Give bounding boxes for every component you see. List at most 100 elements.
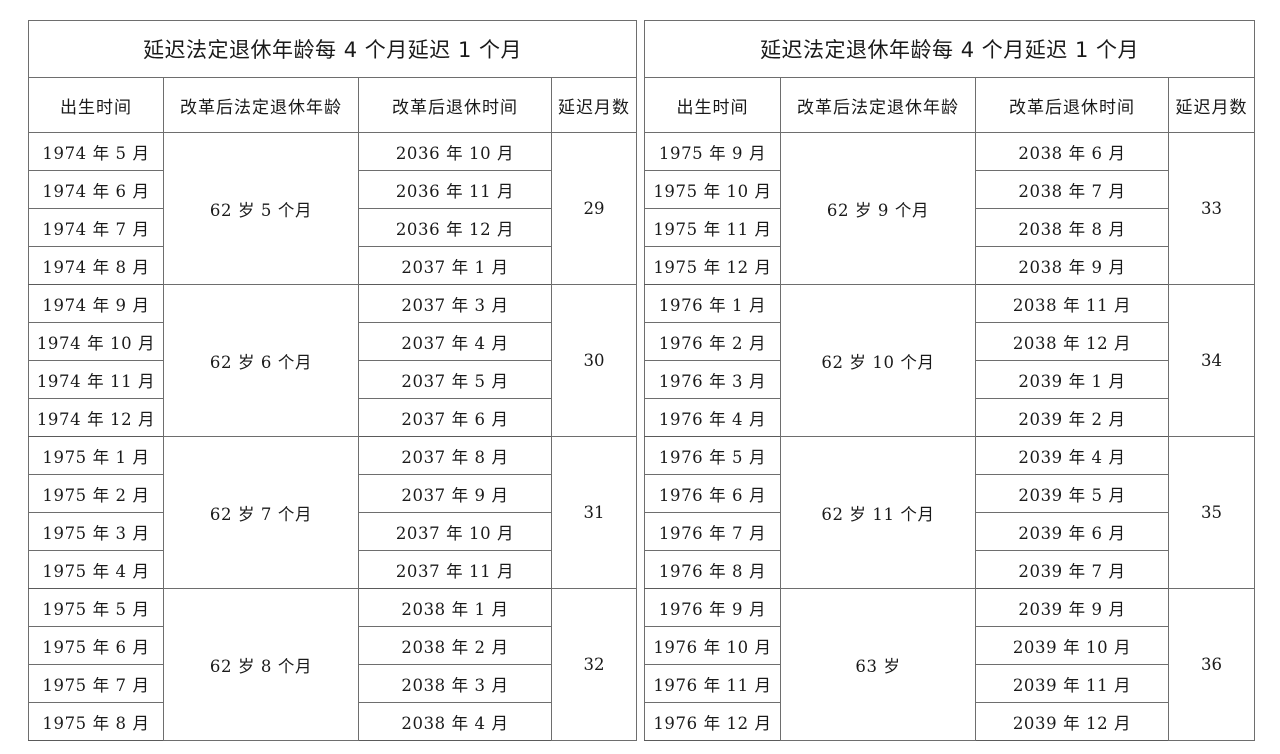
table-title: 延迟法定退休年龄每 4 个月延迟 1 个月 [27,20,638,78]
cell-birth-date: 1975 年 7 月 [28,664,164,703]
cell-retirement-date: 2037 年 1 月 [358,246,552,285]
table-row: 1974 年 6 月 2036 年 11 月 [28,170,637,209]
table-row: 1974 年 7 月 2036 年 12 月 [28,208,637,247]
cell-birth-date: 1976 年 10 月 [644,626,781,665]
cell-retirement-date: 2039 年 5 月 [975,474,1169,513]
table-row: 1975 年 7 月 2038 年 3 月 [28,664,637,703]
table-row: 1975 年 2 月 2037 年 9 月 [28,474,637,513]
table-row: 1976 年 8 月 2039 年 7 月 [644,550,1255,589]
cell-retirement-date: 2037 年 6 月 [358,398,552,437]
cell-retirement-age: 62 岁 10 个月 [780,284,976,437]
table-row: 1976 年 9 月 63 岁 2039 年 9 月 36 [644,588,1256,741]
cell-retirement-date: 2038 年 2 月 [358,626,552,665]
table-row: 1975 年 9 月 62 岁 9 个月 2038 年 6 月 33 [644,132,1256,285]
cell-retirement-date: 2038 年 11 月 [975,284,1169,323]
cell-birth-date: 1976 年 9 月 [644,588,781,627]
cell-birth-date: 1976 年 1 月 [644,284,781,323]
cell-birth-date: 1976 年 7 月 [644,512,781,551]
cell-retirement-age: 62 岁 9 个月 [780,132,976,285]
cell-retirement-date: 2038 年 7 月 [975,170,1169,209]
cell-birth-date: 1975 年 10 月 [644,170,781,209]
cell-retirement-date: 2037 年 4 月 [358,322,552,361]
table-row: 1976 年 1 月 62 岁 10 个月 2038 年 11 月 34 [644,284,1256,437]
column-header-birth-date: 出生时间 [644,77,781,133]
cell-retirement-age: 62 岁 6 个月 [163,284,359,437]
cell-delay-months: 30 [550,284,638,437]
table-row: 1976 年 5 月 62 岁 11 个月 2039 年 4 月 35 [644,436,1256,589]
table-title-row: 延迟法定退休年龄每 4 个月延迟 1 个月 [643,20,1256,78]
cell-birth-date: 1976 年 2 月 [644,322,781,361]
cell-retirement-date: 2038 年 9 月 [975,246,1169,285]
cell-birth-date: 1974 年 10 月 [28,322,164,361]
cell-retirement-date: 2037 年 11 月 [358,550,552,589]
cell-birth-date: 1975 年 5 月 [28,588,164,627]
cell-birth-date: 1975 年 8 月 [28,702,164,741]
cell-delay-months: 36 [1167,588,1256,741]
table-row: 1975 年 3 月 2037 年 10 月 [28,512,637,551]
cell-retirement-age: 62 岁 5 个月 [163,132,359,285]
cell-birth-date: 1975 年 11 月 [644,208,781,247]
cell-retirement-date: 2039 年 11 月 [975,664,1169,703]
cell-retirement-date: 2039 年 9 月 [975,588,1169,627]
table-row: 1976 年 3 月 2039 年 1 月 [644,360,1255,399]
cell-birth-date: 1976 年 6 月 [644,474,781,513]
cell-retirement-date: 2037 年 10 月 [358,512,552,551]
table-row: 1975 年 1 月 62 岁 7 个月 2037 年 8 月 31 [28,436,638,589]
cell-retirement-date: 2038 年 8 月 [975,208,1169,247]
cell-birth-date: 1974 年 11 月 [28,360,164,399]
cell-retirement-date: 2038 年 3 月 [358,664,552,703]
cell-retirement-date: 2039 年 12 月 [975,702,1169,741]
cell-birth-date: 1976 年 12 月 [644,702,781,741]
cell-birth-date: 1975 年 6 月 [28,626,164,665]
cell-birth-date: 1974 年 12 月 [28,398,164,437]
cell-retirement-date: 2038 年 12 月 [975,322,1169,361]
cell-retirement-date: 2036 年 12 月 [358,208,552,247]
cell-delay-months: 29 [550,132,638,285]
table-title: 延迟法定退休年龄每 4 个月延迟 1 个月 [643,20,1256,78]
table-row: 1976 年 11 月 2039 年 11 月 [644,664,1255,703]
column-header-delay-months: 延迟月数 [550,77,638,133]
cell-retirement-date: 2037 年 5 月 [358,360,552,399]
cell-birth-date: 1975 年 9 月 [644,132,781,171]
cell-birth-date: 1974 年 6 月 [28,170,164,209]
cell-retirement-age: 62 岁 7 个月 [163,436,359,589]
column-header-retirement-age: 改革后法定退休年龄 [780,77,976,133]
cell-delay-months: 33 [1167,132,1256,285]
cell-retirement-date: 2037 年 3 月 [358,284,552,323]
table-row: 1975 年 12 月 2038 年 9 月 [644,246,1255,285]
table-row: 1975 年 8 月 2038 年 4 月 [28,702,637,741]
cell-retirement-date: 2039 年 2 月 [975,398,1169,437]
cell-birth-date: 1976 年 8 月 [644,550,781,589]
cell-birth-date: 1975 年 4 月 [28,550,164,589]
cell-retirement-date: 2039 年 10 月 [975,626,1169,665]
cell-retirement-date: 2037 年 8 月 [358,436,552,475]
table-body-left: 延迟法定退休年龄每 4 个月延迟 1 个月 出生时间 改革后法定退休年龄 改革后退休时… [27,20,638,741]
table-row: 1974 年 5 月 62 岁 5 个月 2036 年 10 月 29 [28,132,638,285]
cell-delay-months: 35 [1167,436,1256,589]
table-row: 1976 年 12 月 2039 年 12 月 [644,702,1255,741]
cell-birth-date: 1976 年 11 月 [644,664,781,703]
retirement-table-right-container: 延迟法定退休年龄每 4 个月延迟 1 个月 出生时间 改革后法定退休年龄 改革后退休时… [643,20,1256,741]
table-row: 1975 年 6 月 2038 年 2 月 [28,626,637,665]
cell-birth-date: 1975 年 12 月 [644,246,781,285]
cell-retirement-age: 62 岁 11 个月 [780,436,976,589]
table-row: 1974 年 11 月 2037 年 5 月 [28,360,637,399]
table-body-right: 延迟法定退休年龄每 4 个月延迟 1 个月 出生时间 改革后法定退休年龄 改革后退休时… [643,20,1256,741]
table-title-row: 延迟法定退休年龄每 4 个月延迟 1 个月 [27,20,638,78]
table-row: 1974 年 8 月 2037 年 1 月 [28,246,637,285]
cell-delay-months: 31 [550,436,638,589]
column-header-retirement-age: 改革后法定退休年龄 [163,77,359,133]
cell-retirement-date: 2038 年 4 月 [358,702,552,741]
cell-retirement-date: 2037 年 9 月 [358,474,552,513]
table-row: 1974 年 10 月 2037 年 4 月 [28,322,637,361]
cell-delay-months: 32 [550,588,638,741]
cell-birth-date: 1975 年 2 月 [28,474,164,513]
table-row: 1976 年 4 月 2039 年 2 月 [644,398,1255,437]
table-row: 1974 年 9 月 62 岁 6 个月 2037 年 3 月 30 [28,284,638,437]
cell-delay-months: 34 [1167,284,1256,437]
cell-birth-date: 1976 年 3 月 [644,360,781,399]
retirement-table-left-container: 延迟法定退休年龄每 4 个月延迟 1 个月 出生时间 改革后法定退休年龄 改革后退休时… [27,20,638,741]
cell-birth-date: 1976 年 5 月 [644,436,781,475]
column-header-retirement-date: 改革后退休时间 [975,77,1169,133]
